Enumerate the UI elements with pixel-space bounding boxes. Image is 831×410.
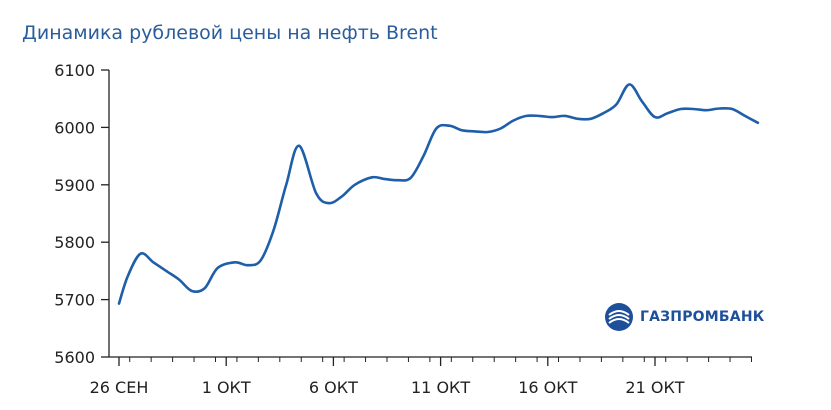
y-tick-label: 6000 — [54, 118, 95, 137]
x-tick-label: 16 ОКТ — [518, 378, 577, 397]
gazprombank-logo: ГАЗПРОМБАНК — [604, 302, 764, 332]
series-line-0 — [117, 83, 760, 305]
x-tick-label: 11 ОКТ — [411, 378, 470, 397]
x-axis: 26 СЕН 1 ОКТ 6 ОКТ 11 ОКТ 16 ОКТ 21 ОКТ — [90, 356, 752, 397]
x-tick-label: 6 ОКТ — [309, 378, 358, 397]
y-tick-label: 5700 — [54, 291, 95, 310]
chart-title: Динамика рублевой цены на нефть Brent — [22, 22, 438, 44]
x-tick-label: 1 ОКТ — [202, 378, 251, 397]
series-group — [117, 83, 760, 305]
x-tick-label: 21 ОКТ — [625, 378, 684, 397]
y-axis: 5600 5700 5800 5900 6000 6100 — [54, 61, 110, 367]
y-tick-label: 5800 — [54, 233, 95, 252]
y-tick-label: 5600 — [54, 348, 95, 367]
y-tick-label: 6100 — [54, 61, 95, 80]
x-tick-label: 26 СЕН — [90, 378, 149, 397]
y-tick-label: 5900 — [54, 176, 95, 195]
logo-text: ГАЗПРОМБАНК — [640, 309, 765, 325]
gazprombank-logo-icon — [605, 303, 633, 331]
